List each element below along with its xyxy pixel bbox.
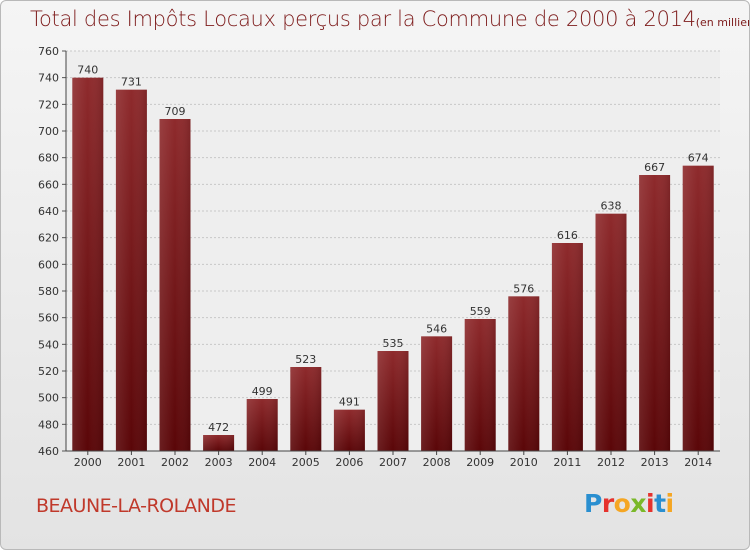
- x-tick-label: 2007: [379, 456, 407, 469]
- bar-shine: [159, 119, 191, 451]
- y-tick-label: 560: [38, 312, 59, 325]
- data-label: 491: [339, 396, 360, 409]
- logo-letter: i: [665, 489, 675, 518]
- data-label: 523: [295, 353, 316, 366]
- x-tick-label: 2001: [117, 456, 145, 469]
- chart-title-unit: (en milliers d'€): [695, 16, 749, 29]
- logo-letter: i: [646, 489, 655, 518]
- y-tick-label: 480: [38, 418, 59, 431]
- bar-shine: [639, 175, 671, 451]
- chart-title: Total des Impôts Locaux perçus par la Co…: [30, 7, 749, 31]
- y-tick-label: 640: [38, 205, 59, 218]
- data-label: 740: [77, 64, 98, 77]
- y-tick-label: 540: [38, 338, 59, 351]
- x-tick-label: 2008: [423, 456, 451, 469]
- y-tick-label: 680: [38, 152, 59, 165]
- bar-shine: [246, 399, 278, 451]
- logo-letter: r: [601, 489, 614, 518]
- y-tick-label: 620: [38, 232, 59, 245]
- data-label: 499: [252, 385, 273, 398]
- bar-shine: [333, 409, 365, 451]
- data-label: 559: [470, 305, 491, 318]
- x-tick-label: 2014: [684, 456, 712, 469]
- data-label: 667: [644, 161, 665, 174]
- chart-title-main: Total des Impôts Locaux perçus par la Co…: [30, 7, 696, 31]
- y-tick-label: 700: [38, 125, 59, 138]
- bar-shine: [203, 435, 235, 451]
- bar-shine: [551, 243, 583, 451]
- data-label: 731: [121, 76, 142, 89]
- bar-shine: [290, 367, 322, 451]
- data-label: 638: [601, 200, 622, 213]
- data-labels: 740 731 709 472 499 523 491 535 546 559 576 616 638 6…: [77, 64, 708, 434]
- proxiti-logo: Proxiti: [584, 489, 674, 518]
- x-tick-label: 2003: [205, 456, 233, 469]
- data-label: 535: [383, 337, 404, 350]
- bar-shine: [595, 213, 627, 451]
- y-axis: 460 480 500 520 540 560 580 600 620 640 660 680 700 7…: [38, 45, 67, 458]
- x-tick-label: 2006: [335, 456, 363, 469]
- x-axis: 2000 2001 2002 2003 2004 2005 2006 2007 2008 2009…: [66, 450, 720, 469]
- data-label: 576: [513, 282, 534, 295]
- y-tick-label: 660: [38, 178, 59, 191]
- y-tick-label: 580: [38, 285, 59, 298]
- data-label: 709: [165, 105, 186, 118]
- bars: [72, 77, 714, 452]
- x-tick-label: 2004: [248, 456, 276, 469]
- x-tick-label: 2010: [510, 456, 538, 469]
- y-tick-label: 520: [38, 365, 59, 378]
- y-tick-label: 500: [38, 392, 59, 405]
- bar-shine: [682, 165, 714, 451]
- bar-shine: [464, 319, 496, 451]
- logo-letter: o: [613, 489, 631, 518]
- x-tick-label: 2002: [161, 456, 189, 469]
- x-tick-label: 2009: [466, 456, 494, 469]
- logo-letter: x: [630, 489, 646, 518]
- bar-shine: [421, 336, 453, 451]
- x-tick-label: 2012: [597, 456, 625, 469]
- logo-letter: P: [584, 489, 602, 518]
- x-tick-label: 2005: [292, 456, 320, 469]
- y-tick-label: 600: [38, 258, 59, 271]
- data-label: 546: [426, 322, 447, 335]
- x-tick-label: 2013: [641, 456, 669, 469]
- x-tick-label: 2000: [74, 456, 102, 469]
- bar-shine: [377, 351, 409, 451]
- commune-name: BEAUNE-LA-ROLANDE: [36, 495, 237, 517]
- bar-shine: [508, 296, 540, 451]
- bar-shine: [72, 77, 104, 452]
- bar-shine: [115, 89, 147, 452]
- y-tick-label: 740: [38, 72, 59, 85]
- y-tick-label: 460: [38, 445, 59, 458]
- logo-letter: t: [654, 489, 666, 518]
- y-tick-label: 760: [38, 45, 59, 58]
- data-label: 616: [557, 229, 578, 242]
- data-label: 472: [208, 421, 229, 434]
- data-label: 674: [688, 152, 709, 165]
- x-tick-label: 2011: [553, 456, 581, 469]
- y-tick-label: 720: [38, 98, 59, 111]
